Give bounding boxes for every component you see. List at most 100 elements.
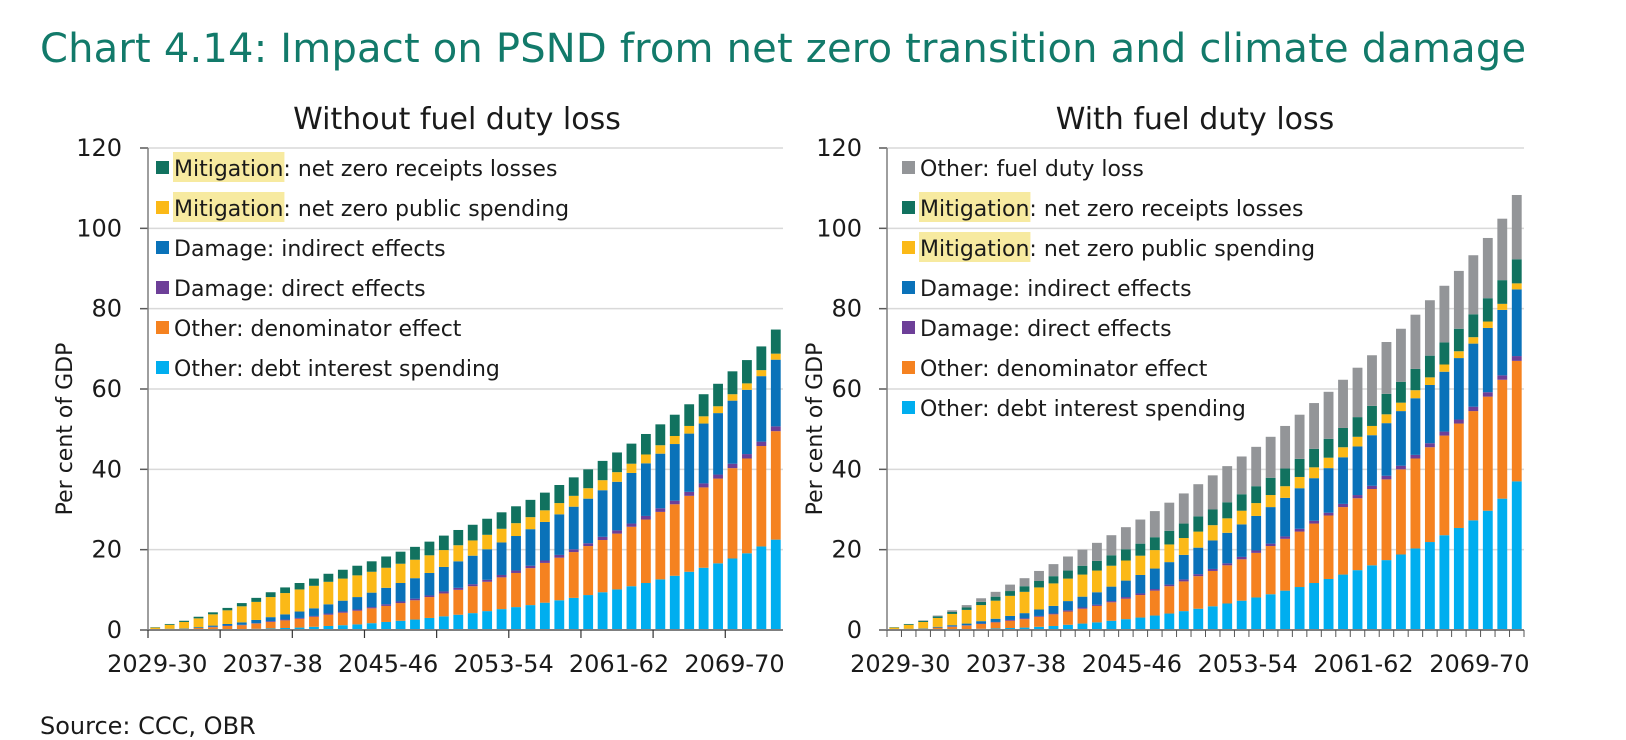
legend-swatch-public-spending — [902, 241, 915, 254]
bar-stack — [1396, 329, 1406, 630]
bar-fuel-duty — [1497, 219, 1507, 280]
x-tick-label: 2037-38 — [966, 650, 1066, 678]
bar-public-spending — [612, 472, 622, 482]
bar-direct — [1439, 432, 1449, 436]
bar-indirect — [991, 619, 1001, 622]
bar-debt-interest — [1410, 548, 1420, 630]
bar-receipts — [756, 346, 766, 370]
bar-debt-interest — [742, 553, 752, 630]
legend-label: Other: debt interest spending — [174, 357, 500, 382]
bar-receipts — [1005, 591, 1015, 596]
bar-denominator — [410, 600, 420, 619]
bar-indirect — [1512, 289, 1522, 356]
bar-denominator — [1251, 553, 1261, 598]
bar-direct — [627, 524, 637, 527]
x-tick-label: 2029-30 — [107, 650, 207, 678]
bar-public-spending — [1121, 561, 1131, 581]
bar-stack — [1193, 484, 1203, 630]
bar-indirect — [1396, 411, 1406, 466]
bar-public-spending — [309, 586, 319, 608]
bar-indirect — [1251, 516, 1261, 551]
bar-fuel-duty — [1106, 535, 1116, 555]
bar-indirect — [1193, 548, 1203, 575]
bar-indirect — [1237, 524, 1247, 557]
bar-public-spending — [251, 602, 261, 620]
bar-denominator — [1150, 591, 1160, 616]
bar-direct — [728, 464, 738, 468]
bar-stack — [1497, 219, 1507, 630]
legend-swatch-indirect — [156, 241, 169, 254]
bar-public-spending — [627, 464, 637, 473]
y-tick-label: 40 — [831, 455, 862, 483]
bar-fuel-duty — [1295, 415, 1305, 459]
bar-fuel-duty — [1266, 437, 1276, 478]
bar-receipts — [569, 477, 579, 495]
bar-direct — [295, 618, 305, 619]
legend-item: Other: debt interest spending — [156, 357, 500, 382]
bar-direct — [381, 604, 391, 606]
bar-receipts — [904, 624, 914, 625]
bar-direct — [540, 561, 550, 563]
bar-indirect — [497, 542, 507, 575]
bar-debt-interest — [1382, 560, 1392, 630]
bar-indirect — [1425, 385, 1435, 443]
bar-indirect — [583, 499, 593, 544]
bar-public-spending — [453, 545, 463, 561]
bar-receipts — [1280, 469, 1290, 487]
bar-denominator — [396, 603, 406, 621]
bar-direct — [1309, 521, 1319, 524]
bar-receipts — [237, 603, 247, 606]
bar-indirect — [323, 604, 333, 613]
bar-receipts — [1497, 280, 1507, 304]
bar-public-spending — [962, 610, 972, 624]
bar-denominator — [598, 540, 608, 592]
bar-stack — [1020, 578, 1030, 630]
bar-stack — [670, 415, 680, 630]
bar-public-spending — [1367, 426, 1377, 435]
bar-direct — [425, 595, 435, 597]
bar-debt-interest — [1439, 535, 1449, 630]
bar-indirect — [1005, 616, 1015, 620]
bar-receipts — [468, 525, 478, 541]
legend-item: Other: debt interest spending — [902, 397, 1246, 422]
bar-denominator — [453, 590, 463, 615]
bar-debt-interest — [1237, 601, 1247, 630]
bar-direct — [1164, 585, 1174, 587]
bar-indirect — [482, 549, 492, 580]
bar-stack — [482, 519, 492, 630]
bar-fuel-duty — [1179, 493, 1189, 523]
bar-public-spending — [1135, 556, 1145, 575]
bar-receipts — [266, 592, 276, 597]
bar-debt-interest — [1092, 622, 1102, 630]
bar-direct — [1020, 618, 1030, 619]
legend-label: : net zero public spending — [283, 197, 569, 222]
bar-debt-interest — [1106, 621, 1116, 630]
bar-direct — [1150, 589, 1160, 591]
bar-public-spending — [1512, 283, 1522, 289]
bar-indirect — [439, 567, 449, 592]
bar-fuel-duty — [1135, 520, 1145, 544]
bar-direct — [1483, 392, 1493, 396]
bar-debt-interest — [1425, 542, 1435, 630]
bar-public-spending — [266, 597, 276, 617]
x-tick-label: 2045-46 — [338, 650, 438, 678]
bar-denominator — [1382, 479, 1392, 560]
bar-receipts — [439, 536, 449, 550]
bar-stack — [1049, 564, 1059, 630]
bar-direct — [526, 566, 536, 568]
bar-receipts — [338, 570, 348, 579]
bar-denominator — [1208, 571, 1218, 606]
bar-stack — [1309, 403, 1319, 630]
bar-debt-interest — [612, 589, 622, 630]
bar-public-spending — [1410, 390, 1420, 398]
bar-public-spending — [1193, 532, 1203, 548]
bar-stack — [526, 500, 536, 630]
bar-public-spending — [742, 383, 752, 389]
bar-indirect — [655, 454, 665, 509]
bar-fuel-duty — [1280, 426, 1290, 469]
bar-stack — [1005, 585, 1015, 630]
bar-stack — [295, 583, 305, 630]
bar-indirect — [1179, 555, 1189, 580]
bar-stack — [338, 570, 348, 630]
